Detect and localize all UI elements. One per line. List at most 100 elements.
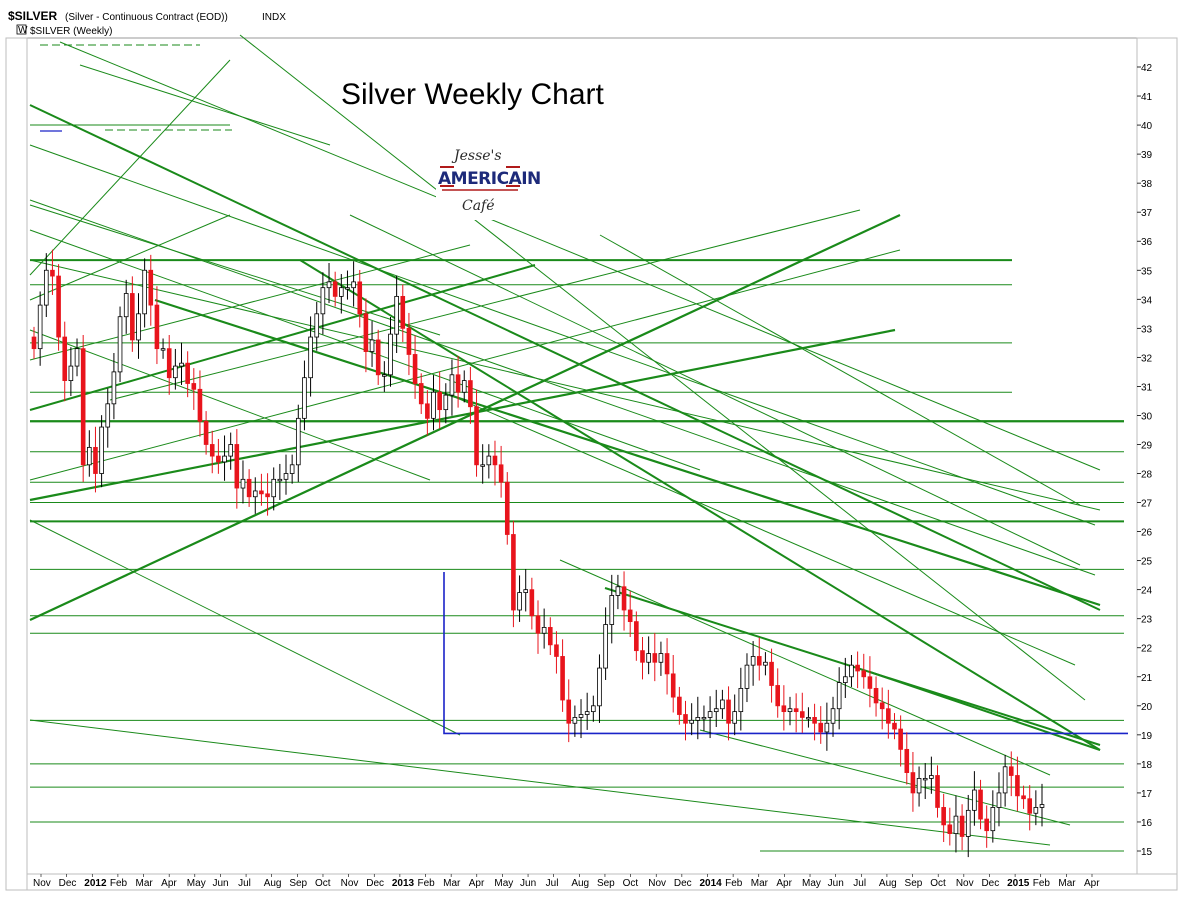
candle-down bbox=[357, 281, 363, 315]
x-tick-label: Sep bbox=[289, 878, 307, 889]
y-tick-label: 21 bbox=[1141, 673, 1153, 684]
x-tick-label: Sep bbox=[905, 878, 923, 889]
diagonal-trendline bbox=[29, 144, 1096, 526]
candle-up bbox=[695, 717, 701, 721]
candle-up bbox=[849, 664, 854, 678]
candle-up bbox=[578, 714, 584, 718]
candle-up bbox=[302, 377, 307, 419]
y-tick-label: 27 bbox=[1141, 499, 1153, 510]
x-tick-label: Dec bbox=[674, 878, 692, 889]
diagonal-trendline bbox=[29, 104, 1101, 611]
candle-up bbox=[787, 708, 793, 713]
x-tick-label: Oct bbox=[315, 878, 331, 889]
candle-up bbox=[37, 304, 43, 350]
candle-down bbox=[812, 717, 817, 724]
candle-up bbox=[701, 717, 707, 720]
candle-down bbox=[756, 656, 762, 666]
candle-up bbox=[916, 778, 922, 794]
candle-up bbox=[615, 586, 621, 596]
candle-down bbox=[959, 815, 965, 837]
candle-up bbox=[720, 699, 725, 710]
candle-up bbox=[222, 455, 227, 463]
candle-down bbox=[437, 391, 442, 411]
candle-down bbox=[498, 464, 504, 483]
y-tick-label: 19 bbox=[1141, 731, 1153, 742]
candle-down bbox=[554, 644, 559, 657]
candle-down bbox=[1008, 766, 1014, 776]
diagonal-trendline bbox=[299, 259, 1101, 751]
candle-down bbox=[203, 420, 209, 445]
candle-up bbox=[824, 722, 830, 733]
x-tick-label: Apr bbox=[1084, 878, 1100, 889]
candle-down bbox=[1015, 775, 1020, 797]
y-tick-label: 26 bbox=[1141, 528, 1153, 539]
candle-up bbox=[345, 287, 350, 290]
candle-up bbox=[1002, 766, 1008, 794]
chart-exchange: INDX bbox=[262, 12, 286, 23]
chart-description: (Silver - Continuous Contract (EOD)) bbox=[65, 12, 228, 23]
candle-down bbox=[627, 609, 633, 623]
candle-down bbox=[492, 455, 498, 466]
legend-marker-text: W bbox=[18, 25, 28, 36]
candle-up bbox=[43, 269, 49, 306]
x-tick-label: Feb bbox=[725, 878, 743, 889]
candle-up bbox=[1039, 804, 1045, 808]
y-tick-label: 33 bbox=[1141, 324, 1153, 335]
candle-up bbox=[314, 313, 320, 338]
diagonal-trendline bbox=[29, 214, 231, 301]
x-tick-label: Dec bbox=[981, 878, 999, 889]
candle-down bbox=[265, 493, 270, 498]
x-tick-label: Oct bbox=[930, 878, 946, 889]
candle-up bbox=[972, 789, 977, 811]
candle-up bbox=[388, 333, 393, 376]
candle-down bbox=[861, 670, 867, 678]
candle-up bbox=[443, 394, 449, 411]
candle-up bbox=[486, 455, 492, 466]
candle-down bbox=[904, 748, 910, 773]
y-tick-label: 15 bbox=[1141, 847, 1153, 858]
candle-down bbox=[621, 586, 627, 611]
chart-title: Silver Weekly Chart bbox=[341, 78, 605, 111]
candle-down bbox=[148, 269, 154, 306]
candle-up bbox=[283, 473, 289, 480]
diagonal-trendline bbox=[59, 41, 1101, 471]
x-tick-label: 2013 bbox=[392, 878, 415, 889]
y-tick-label: 24 bbox=[1141, 586, 1153, 597]
y-tick-label: 41 bbox=[1141, 92, 1153, 103]
x-tick-label: Aug bbox=[571, 878, 589, 889]
candle-up bbox=[689, 719, 694, 724]
candle-down bbox=[683, 714, 688, 724]
candle-up bbox=[806, 717, 811, 720]
candle-down bbox=[130, 293, 135, 341]
candle-up bbox=[996, 792, 1002, 808]
candle-down bbox=[1027, 798, 1033, 814]
candle-up bbox=[591, 705, 596, 713]
x-tick-label: 2012 bbox=[84, 878, 107, 889]
candle-down bbox=[677, 696, 682, 715]
legend-marker-icon bbox=[16, 24, 27, 35]
candle-down bbox=[652, 653, 658, 663]
candle-down bbox=[154, 304, 160, 350]
candle-down bbox=[867, 676, 873, 689]
candle-up bbox=[320, 287, 326, 315]
x-tick-label: Apr bbox=[161, 878, 177, 889]
y-tick-label: 39 bbox=[1141, 150, 1153, 161]
candle-up bbox=[1033, 807, 1039, 814]
candle-down bbox=[474, 406, 479, 466]
x-tick-label: Nov bbox=[33, 878, 51, 889]
x-tick-label: Aug bbox=[264, 878, 282, 889]
svg-text:Jesse's: Jesse's bbox=[451, 148, 502, 164]
x-tick-label: Nov bbox=[648, 878, 666, 889]
svg-text:AMERICAIN: AMERICAIN bbox=[438, 169, 541, 189]
x-tick-label: Dec bbox=[366, 878, 384, 889]
candle-down bbox=[31, 336, 37, 350]
candle-down bbox=[511, 534, 516, 611]
candle-down bbox=[935, 775, 940, 808]
candle-up bbox=[142, 269, 147, 315]
candle-up bbox=[111, 371, 117, 405]
x-axis-ticks: Nov Dec 2012 Feb Mar Apr May Jun Jul Aug Sep Oct Nov… bbox=[33, 874, 1100, 889]
y-tick-label: 16 bbox=[1141, 818, 1153, 829]
candle-down bbox=[209, 444, 215, 457]
x-tick-label: 2015 bbox=[1007, 878, 1030, 889]
candle-up bbox=[763, 661, 768, 666]
